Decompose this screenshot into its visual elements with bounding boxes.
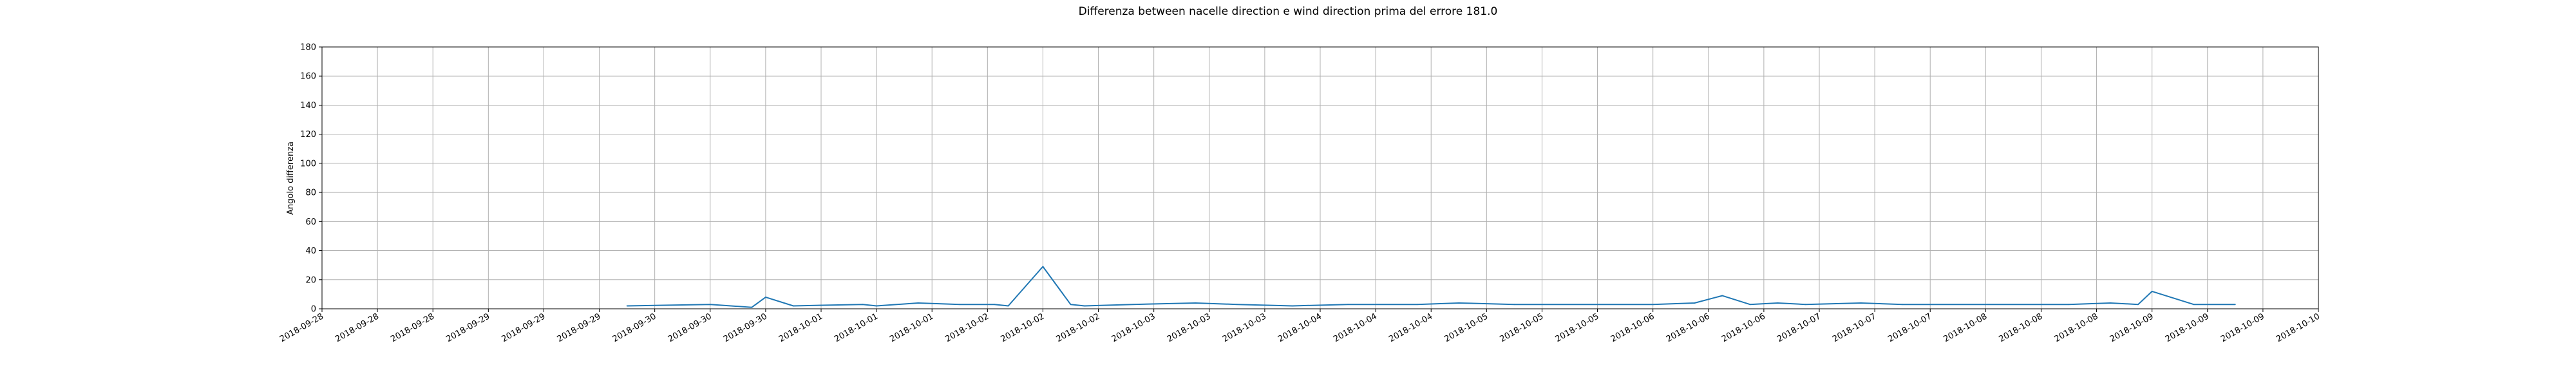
data-point	[2193, 304, 2195, 306]
data-point	[1084, 305, 1085, 307]
y-axis-label: Angolo differenza	[286, 142, 296, 215]
data-point	[2137, 304, 2139, 306]
x-tick-label: 2018-10-06	[1665, 311, 1712, 344]
x-tick-label: 2018-10-03	[1166, 311, 1213, 344]
y-tick-label: 140	[300, 101, 316, 111]
x-tick-label: 2018-09-29	[556, 311, 603, 344]
y-axis: 0 20 40 60 80 100 120 140 160 180	[300, 43, 322, 315]
data-point	[1416, 304, 1418, 306]
x-axis: 2018-09-28 2018-09-28 2018-09-28 2018-09-29…	[278, 309, 2322, 344]
x-tick-label: 2018-10-06	[1609, 311, 1656, 344]
grid	[321, 46, 2319, 309]
data-point	[1804, 304, 1806, 306]
data-point	[1652, 304, 1654, 306]
data-point	[1777, 302, 1779, 304]
data-point	[1132, 304, 1134, 306]
data-point	[1721, 295, 1723, 297]
data-point	[1513, 304, 1515, 306]
data-point	[1902, 304, 1904, 306]
data-point	[1292, 305, 1293, 307]
data-point	[1042, 266, 1044, 268]
y-tick-label: 40	[305, 246, 316, 256]
y-tick-label: 100	[300, 159, 316, 169]
x-tick-label: 2018-10-04	[1387, 311, 1434, 344]
data-point	[917, 302, 919, 304]
data-point	[1195, 302, 1197, 304]
x-tick-label: 2018-10-02	[1055, 311, 1102, 344]
y-tick-label: 160	[300, 72, 316, 82]
x-tick-label: 2018-10-02	[943, 311, 990, 344]
x-tick-label: 2018-09-28	[334, 311, 381, 344]
y-tick-label: 20	[305, 275, 316, 285]
y-tick-label: 60	[305, 217, 316, 227]
data-point	[751, 306, 753, 308]
y-tick-label: 120	[300, 130, 316, 140]
x-tick-label: 2018-10-05	[1554, 311, 1601, 344]
data-point	[1596, 304, 1598, 306]
x-tick-label: 2018-10-04	[1276, 311, 1323, 344]
chart-title: Differenza between nacelle direction e w…	[1078, 5, 1498, 18]
x-tick-label: 2018-10-08	[2053, 311, 2100, 344]
x-tick-label: 2018-09-29	[500, 311, 547, 344]
x-tick-label: 2018-10-04	[1332, 311, 1379, 344]
data-point	[2110, 302, 2112, 304]
x-tick-label: 2018-10-02	[999, 311, 1046, 344]
data-point	[765, 297, 766, 298]
x-tick-label: 2018-10-05	[1443, 311, 1490, 344]
data-point	[876, 305, 877, 307]
data-point	[709, 304, 711, 306]
y-tick-label: 0	[311, 305, 316, 315]
series-layer	[626, 266, 2236, 308]
x-tick-label: 2018-09-30	[722, 311, 769, 344]
data-point	[1236, 304, 1238, 306]
x-tick-label: 2018-10-07	[1886, 311, 1933, 344]
data-point	[2068, 304, 2070, 306]
x-tick-label: 2018-10-08	[1942, 311, 1989, 344]
data-point	[1694, 302, 1696, 304]
x-tick-label: 2018-09-29	[444, 311, 491, 344]
data-point	[2234, 304, 2236, 306]
data-point	[1007, 305, 1009, 307]
data-point	[959, 304, 961, 306]
x-tick-label: 2018-10-08	[1998, 311, 2045, 344]
data-point	[862, 304, 864, 306]
y-tick-label: 180	[300, 43, 316, 53]
data-point	[1458, 302, 1460, 304]
x-tick-label: 2018-10-03	[1221, 311, 1268, 344]
data-point	[1860, 302, 1862, 304]
x-tick-label: 2018-09-30	[611, 311, 658, 344]
data-point	[793, 305, 794, 307]
x-tick-label: 2018-10-01	[833, 311, 880, 344]
x-tick-label: 2018-09-30	[667, 311, 714, 344]
data-point	[994, 304, 995, 306]
y-tick-label: 80	[305, 188, 316, 198]
x-tick-label: 2018-10-09	[2108, 311, 2155, 344]
data-point	[1749, 304, 1751, 306]
x-tick-label: 2018-10-01	[777, 311, 824, 344]
data-point	[1070, 304, 1072, 306]
x-tick-label: 2018-10-07	[1776, 311, 1823, 344]
x-tick-label: 2018-10-07	[1831, 311, 1878, 344]
x-tick-label: 2018-10-01	[888, 311, 935, 344]
x-tick-label: 2018-09-28	[389, 311, 436, 344]
x-tick-label: 2018-10-03	[1110, 311, 1157, 344]
data-point	[1347, 304, 1349, 306]
x-tick-label: 2018-10-06	[1720, 311, 1767, 344]
x-tick-label: 2018-09-28	[278, 311, 325, 344]
data-point	[2151, 291, 2153, 292]
x-tick-label: 2018-10-05	[1499, 311, 1546, 344]
x-tick-label: 2018-10-09	[2219, 311, 2266, 344]
data-point	[626, 305, 628, 307]
x-tick-label: 2018-10-09	[2164, 311, 2211, 344]
x-tick-label: 2018-10-10	[2275, 311, 2322, 344]
